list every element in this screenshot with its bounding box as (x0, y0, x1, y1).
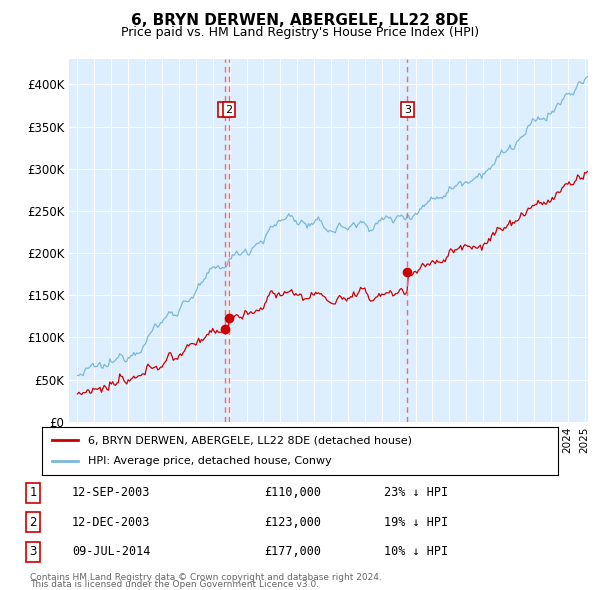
Text: 1: 1 (29, 486, 37, 499)
Text: 6, BRYN DERWEN, ABERGELE, LL22 8DE (detached house): 6, BRYN DERWEN, ABERGELE, LL22 8DE (deta… (88, 435, 412, 445)
Text: Contains HM Land Registry data © Crown copyright and database right 2024.: Contains HM Land Registry data © Crown c… (30, 572, 382, 582)
Text: £110,000: £110,000 (264, 486, 321, 499)
Text: 2: 2 (29, 516, 37, 529)
Text: 3: 3 (404, 104, 411, 114)
Text: £123,000: £123,000 (264, 516, 321, 529)
Text: 2: 2 (226, 104, 232, 114)
Text: 12-DEC-2003: 12-DEC-2003 (72, 516, 151, 529)
Text: This data is licensed under the Open Government Licence v3.0.: This data is licensed under the Open Gov… (30, 580, 319, 589)
Text: 19% ↓ HPI: 19% ↓ HPI (384, 516, 448, 529)
Text: 10% ↓ HPI: 10% ↓ HPI (384, 545, 448, 558)
Text: 09-JUL-2014: 09-JUL-2014 (72, 545, 151, 558)
Text: 1: 1 (221, 104, 228, 114)
Text: 23% ↓ HPI: 23% ↓ HPI (384, 486, 448, 499)
Text: 6, BRYN DERWEN, ABERGELE, LL22 8DE: 6, BRYN DERWEN, ABERGELE, LL22 8DE (131, 13, 469, 28)
Text: 12-SEP-2003: 12-SEP-2003 (72, 486, 151, 499)
Text: Price paid vs. HM Land Registry's House Price Index (HPI): Price paid vs. HM Land Registry's House … (121, 26, 479, 39)
Text: £177,000: £177,000 (264, 545, 321, 558)
Text: 3: 3 (29, 545, 37, 558)
Text: HPI: Average price, detached house, Conwy: HPI: Average price, detached house, Conw… (88, 457, 332, 467)
